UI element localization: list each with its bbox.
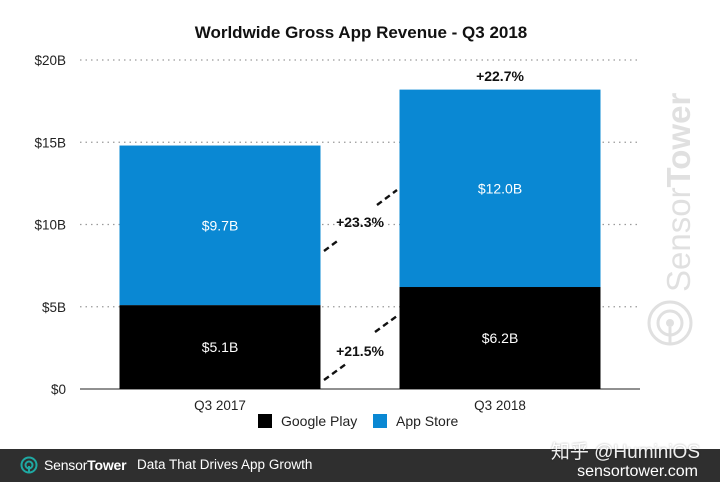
app-store-growth-dash-lower (323, 238, 341, 252)
footer-brand: SensorTower (20, 456, 127, 474)
app-store-growth-label: +23.3% (336, 214, 384, 230)
bar-google-play-q3-2017 (119, 305, 321, 389)
app-store-growth-dash-upper (376, 189, 398, 206)
y-axis-ticks: $0 $5B $10B $15B $20B (34, 53, 66, 397)
x-axis-ticks: Q3 2017 Q3 2018 (194, 398, 526, 413)
google-play-growth-dash-upper (374, 315, 398, 333)
y-tick-label: $10B (34, 218, 66, 233)
growth-annotations: +23.3% +21.5% +22.7% (323, 68, 524, 381)
total-growth-label: +22.7% (476, 68, 524, 84)
y-tick-label: $0 (51, 382, 66, 397)
watermark-text: SensorTower (660, 93, 697, 292)
bar-app-store-q3-2017 (119, 145, 321, 306)
chart-canvas: Worldwide Gross App Revenue - Q3 2018 $0… (34, 23, 697, 429)
bar-google-play-q3-2018 (399, 287, 601, 389)
bar-value-label: $12.0B (478, 180, 522, 196)
x-tick-label: Q3 2018 (474, 398, 526, 413)
bar-value-label: $9.7B (202, 217, 239, 233)
footer-bar: SensorTower Data That Drives App Growth … (0, 449, 720, 482)
zhihu-overlay-watermark: 知乎 @HuminiOS (550, 442, 700, 463)
footer-tagline: Data That Drives App Growth (137, 457, 313, 472)
footer-site-link[interactable]: sensortower.com (577, 463, 698, 480)
legend-label-app-store: App Store (396, 413, 458, 429)
footer-brand-name: SensorTower (44, 457, 127, 473)
google-play-growth-dash-lower (323, 363, 347, 381)
bar-app-store-q3-2018 (399, 89, 601, 288)
bar-value-label: $5.1B (202, 339, 239, 355)
bars: $5.1B $9.7B $6.2B $12.0B (119, 89, 601, 389)
x-tick-label: Q3 2017 (194, 398, 246, 413)
chart-title: Worldwide Gross App Revenue - Q3 2018 (195, 23, 528, 42)
legend-swatch-app-store (373, 414, 387, 428)
google-play-growth-label: +21.5% (336, 343, 384, 359)
legend-label-google-play: Google Play (281, 413, 357, 429)
y-tick-label: $5B (42, 300, 66, 315)
sensortower-watermark: SensorTower (647, 93, 697, 346)
bar-value-label: $6.2B (482, 330, 519, 346)
legend: Google Play App Store (258, 413, 458, 429)
legend-swatch-google-play (258, 414, 272, 428)
y-tick-label: $20B (34, 53, 66, 68)
sensortower-logo-icon (20, 456, 38, 474)
watermark-logo-icon (647, 300, 693, 346)
y-tick-label: $15B (34, 135, 66, 150)
